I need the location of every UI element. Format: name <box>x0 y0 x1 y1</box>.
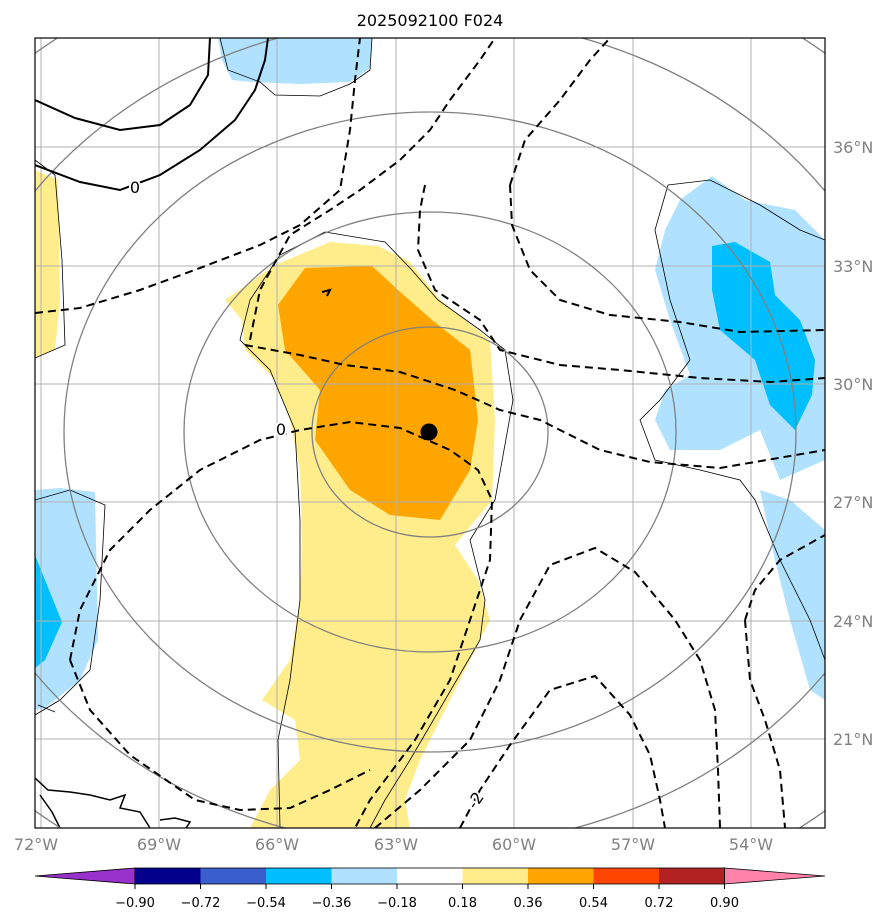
colorbar-extend-low <box>34 867 136 885</box>
lat-tick-33n: 33°N <box>833 257 873 276</box>
colorbar-label-10: 0.90 <box>710 896 739 911</box>
colorbar-tick-labels: −0.90 −0.72 −0.54 −0.36 −0.18 0.18 0.36 … <box>115 896 739 911</box>
strong-negative-anomaly-west <box>35 555 62 668</box>
colorbar-label-7: 0.36 <box>514 896 543 911</box>
colorbar-frame <box>134 867 725 885</box>
positive-anomaly-strip-west <box>35 170 60 358</box>
solid-contours <box>35 38 332 297</box>
lat-tick-24n: 24°N <box>833 612 873 631</box>
colorbar-segment-4 <box>331 868 397 884</box>
plot-title: 2025092100 F024 <box>357 11 504 30</box>
colorbar-label-1: −0.90 <box>115 896 155 911</box>
graticule <box>35 38 825 828</box>
contour-label-zero-north: 0 <box>130 178 140 197</box>
strong-positive-anomaly-core <box>278 266 478 520</box>
latitude-tick-labels: 36°N 33°N 30°N 27°N 24°N 21°N <box>833 138 873 749</box>
colorbar-label-2: −0.72 <box>181 896 221 911</box>
colorbar-label-8: 0.54 <box>579 896 608 911</box>
lon-tick-63w: 63°W <box>374 835 418 854</box>
negative-anomaly-west <box>35 488 98 710</box>
lat-tick-30n: 30°N <box>833 375 873 394</box>
colorbar-label-9: 0.72 <box>645 896 674 911</box>
colorbar-segment-3 <box>266 868 332 884</box>
colorbar-label-6: 0.18 <box>448 896 477 911</box>
colorbar-segment-2 <box>200 868 266 884</box>
lat-tick-36n: 36°N <box>833 138 873 157</box>
lon-tick-69w: 69°W <box>137 835 181 854</box>
negative-anomaly-east-lower <box>760 490 825 700</box>
longitude-tick-labels: 72°W 69°W 66°W 63°W 60°W 57°W 54°W <box>14 835 773 854</box>
colorbar-segment-9 <box>659 868 725 884</box>
lon-tick-57w: 57°W <box>611 835 655 854</box>
lon-tick-60w: 60°W <box>492 835 536 854</box>
strong-negative-anomaly-east <box>712 242 815 430</box>
colorbar-label-5: −0.18 <box>377 896 417 911</box>
colorbar-segment-5 <box>397 868 463 884</box>
colorbar-extend-high <box>724 867 826 885</box>
map-frame <box>34 37 826 829</box>
contour-label-zero-center: 0 <box>276 420 286 439</box>
colorbar-tick-marks <box>134 884 725 889</box>
colorbar-segment-8 <box>593 868 659 884</box>
colorbar-segment-1 <box>135 868 201 884</box>
colorbar-label-4: −0.36 <box>312 896 352 911</box>
lon-tick-54w: 54°W <box>729 835 773 854</box>
colorbar: −0.90 −0.72 −0.54 −0.36 −0.18 0.18 0.36 … <box>34 867 826 911</box>
colorbar-segment-6 <box>462 868 528 884</box>
anomaly-shading <box>35 38 825 828</box>
colorbar-segment-7 <box>528 868 594 884</box>
land-outlines <box>35 777 192 828</box>
colorbar-label-3: −0.54 <box>246 896 286 911</box>
lon-tick-66w: 66°W <box>255 835 299 854</box>
lat-tick-27n: 27°N <box>833 493 873 512</box>
negative-anomaly-north <box>218 38 372 84</box>
lon-tick-72w: 72°W <box>14 835 58 854</box>
storm-center-marker <box>420 423 438 441</box>
lat-tick-21n: 21°N <box>833 730 873 749</box>
